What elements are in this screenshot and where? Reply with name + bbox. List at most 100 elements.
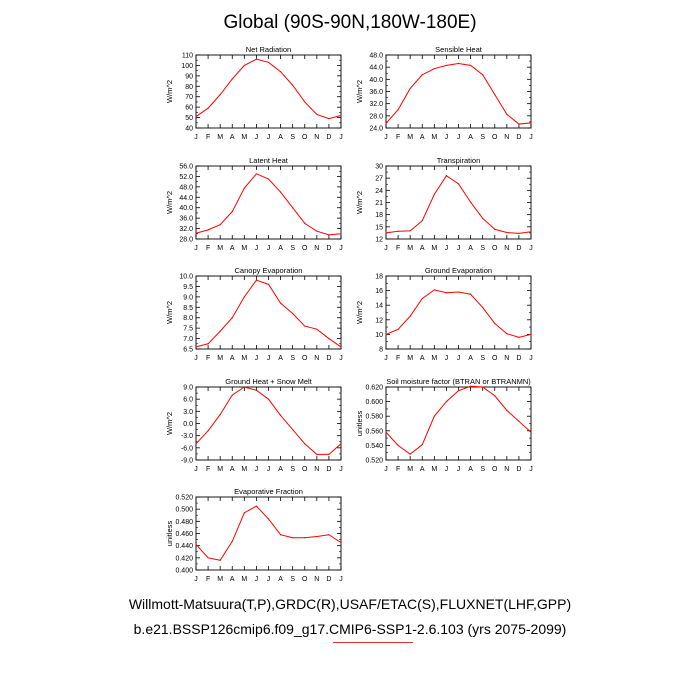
- data-point: [279, 71, 282, 73]
- chart-panel: Soil moisture factor (BTRAN or BTRANMN) u…: [355, 377, 533, 473]
- data-point: [304, 443, 306, 445]
- data-point: [243, 296, 245, 298]
- y-tick-label: 0.400: [175, 568, 193, 575]
- x-tick-label: J: [457, 355, 461, 362]
- data-point: [482, 217, 484, 219]
- data-point: [292, 428, 294, 431]
- data-point: [255, 389, 258, 391]
- data-point: [445, 292, 448, 294]
- data-point: [231, 540, 233, 543]
- y-tick-label: 30: [375, 164, 383, 171]
- series-line: [195, 58, 342, 120]
- y-tick-label: 0.520: [175, 495, 193, 502]
- data-point: [445, 175, 448, 177]
- data-point: [506, 113, 508, 115]
- data-point: [457, 291, 460, 293]
- panel-title: Transpiration: [437, 156, 481, 165]
- x-tick-label: A: [230, 466, 235, 473]
- x-tick-label: M: [431, 245, 437, 252]
- x-tick-label: F: [206, 134, 210, 141]
- data-point: [219, 224, 221, 226]
- y-tick-label: 110: [182, 53, 193, 60]
- data-point: [195, 232, 197, 234]
- y-tick-label: 21: [375, 200, 383, 207]
- x-tick-label: O: [302, 134, 308, 141]
- x-tick-label: J: [267, 576, 271, 583]
- x-tick-label: J: [339, 466, 343, 473]
- y-axis-label: W/m^2: [355, 301, 364, 324]
- x-tick-label: N: [504, 466, 509, 473]
- y-tick-label: 36.0: [369, 89, 383, 96]
- x-tick-label: J: [445, 134, 449, 141]
- x-tick-label: J: [457, 134, 461, 141]
- data-point: [494, 322, 496, 325]
- x-tick-label: J: [384, 355, 388, 362]
- y-tick-label: 10: [375, 332, 383, 339]
- y-tick-label: -9.0: [181, 458, 193, 465]
- x-tick-label: A: [420, 134, 425, 141]
- y-tick-label: 32.0: [179, 226, 193, 233]
- y-tick-label: 0.560: [365, 428, 383, 435]
- data-point: [385, 431, 387, 433]
- panel-title: Latent Heat: [249, 156, 289, 165]
- chart-panel: Evaporative Fraction unitless 0.400 0.420 0.…: [165, 487, 343, 583]
- x-tick-label: D: [326, 466, 331, 473]
- data-point: [397, 328, 399, 330]
- x-tick-label: J: [384, 245, 388, 252]
- y-tick-label: 36.0: [179, 216, 193, 223]
- y-tick-label: 8: [379, 347, 383, 354]
- data-point: [530, 333, 532, 335]
- panel-title: Ground Evaporation: [425, 266, 492, 275]
- data-point: [482, 386, 484, 388]
- x-tick-label: J: [194, 576, 198, 583]
- data-point: [316, 453, 318, 455]
- data-point: [530, 231, 532, 233]
- x-tick-label: A: [278, 355, 283, 362]
- y-tick-label: 0.540: [365, 443, 383, 450]
- data-point: [292, 207, 294, 209]
- plot-frame: [385, 275, 532, 350]
- data-point: [433, 415, 435, 417]
- x-tick-label: N: [504, 245, 509, 252]
- x-tick-label: O: [492, 134, 498, 141]
- panel-title: Ground Heat + Snow Melt: [225, 377, 312, 386]
- x-tick-label: J: [339, 134, 343, 141]
- y-axis-label: W/m^2: [165, 412, 174, 435]
- y-tick-label: 60: [185, 105, 193, 112]
- data-point: [195, 115, 197, 118]
- y-tick-label: -3.0: [181, 433, 193, 440]
- data-point: [304, 222, 306, 224]
- x-tick-label: O: [492, 466, 498, 473]
- x-tick-label: D: [516, 134, 521, 141]
- data-point: [385, 122, 387, 125]
- x-tick-label: A: [230, 576, 235, 583]
- data-point: [530, 122, 532, 124]
- data-point: [385, 232, 387, 234]
- x-tick-label: J: [255, 134, 259, 141]
- y-tick-label: 0.420: [175, 555, 193, 562]
- x-tick-label: D: [326, 576, 331, 583]
- x-tick-label: N: [504, 355, 509, 362]
- chart-panel: Ground Heat + Snow Melt W/m^2 -9.0 -6.0 -3.0…: [165, 377, 343, 473]
- series-line: [385, 289, 532, 338]
- x-tick-label: M: [217, 576, 223, 583]
- data-point: [316, 535, 318, 538]
- data-point: [304, 537, 306, 539]
- data-point: [279, 534, 282, 536]
- y-tick-label: 32.0: [369, 101, 383, 108]
- x-tick-label: J: [445, 245, 449, 252]
- data-point: [469, 385, 472, 387]
- data-point: [469, 201, 472, 203]
- data-point: [340, 114, 342, 117]
- data-point: [482, 74, 484, 76]
- data-point: [445, 401, 448, 403]
- x-tick-label: N: [314, 355, 319, 362]
- x-tick-label: D: [326, 245, 331, 252]
- data-point: [316, 328, 318, 330]
- data-point: [518, 336, 520, 338]
- x-tick-label: S: [480, 355, 485, 362]
- x-tick-label: J: [255, 245, 259, 252]
- data-point: [409, 453, 411, 455]
- x-tick-label: J: [339, 576, 343, 583]
- y-tick-label: 40.0: [179, 205, 193, 212]
